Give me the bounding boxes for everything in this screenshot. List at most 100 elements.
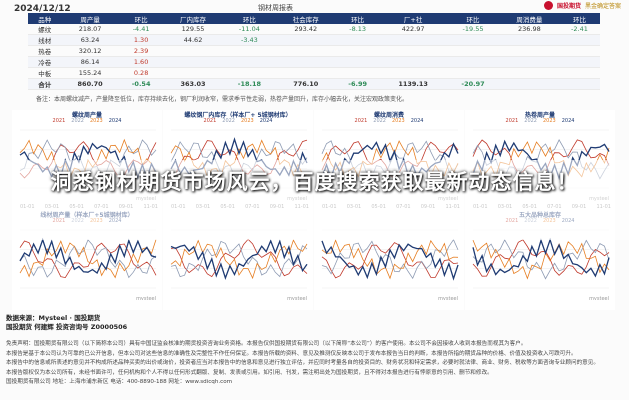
chart-title: 螺纹周消费 — [373, 112, 404, 119]
table-cell — [335, 67, 381, 79]
chart-legend: 2021 2022 2023 2024 — [314, 118, 464, 124]
table-cell: 1139.13 — [380, 78, 447, 90]
table-cell — [558, 45, 600, 57]
brand-logo-icon — [543, 1, 553, 10]
legend-entry: 2021 — [52, 118, 66, 124]
series-line — [321, 238, 459, 280]
chart-title: 热卷周产量 — [524, 112, 555, 119]
chart-legend: 2021 2022 2023 2024 — [163, 118, 313, 124]
table-cell — [222, 45, 277, 57]
disclaimer-line: 免责声明：国投期货有限公司（以下简称本公司）具有中国证监会核准的期货投资咨询业务… — [6, 341, 527, 347]
table-cell: -0.54 — [118, 78, 164, 90]
table-cell: 1.30 — [118, 34, 164, 46]
table-cell: 合计 — [28, 78, 62, 90]
series-line — [170, 238, 308, 278]
table-row: 冷卷 86.14 1.60 — [28, 56, 600, 68]
legend-entry: 2024 — [259, 118, 273, 124]
table-cell — [276, 56, 336, 68]
chart-plot — [472, 229, 610, 289]
source-line: 数据来源：Mysteel · 国投期货 — [6, 314, 101, 322]
disclaimer-line: 国投期货有限公司 地址：上海市浦东新区 电话：400-8890-188 网址：w… — [6, 379, 233, 385]
series-line — [472, 237, 610, 278]
chart-title: 螺纹周产量 — [71, 112, 102, 119]
series-line — [321, 240, 459, 281]
legend-entry: 2022 — [71, 118, 84, 124]
disclaimer: 免责声明：国投期货有限公司（以下简称本公司）具有中国证监会核准的期货投资咨询业务… — [6, 340, 622, 388]
series-line — [472, 239, 610, 280]
table-cell: 中板 — [28, 67, 62, 79]
brand: 国投期货 黑金确定答案 — [501, 0, 621, 11]
table-row: 热卷 320.12 2.39 — [28, 45, 600, 57]
table-cell: -20.97 — [446, 78, 500, 90]
table-row: 螺纹 218.07 -4.41 129.55 -11.04 293.42 -8.13 422.… — [28, 24, 600, 35]
legend-entry: 2024 — [410, 118, 424, 124]
table-cell — [380, 45, 447, 57]
table-cell: -18.18 — [222, 78, 277, 90]
table-cell — [335, 56, 381, 68]
column-header: 环比 — [446, 13, 500, 24]
legend-entry: 2023 — [543, 118, 556, 124]
table-cell — [163, 67, 223, 79]
series-line — [170, 239, 308, 280]
table-cell — [380, 56, 447, 68]
table-cell: -11.04 — [222, 24, 277, 35]
legend-entry: 2024 — [561, 118, 575, 124]
summary-table: 品种 周产量 环比 厂内库存 环比 社会库存 环比 厂+社 环比 周消费量 环比 螺纹 218.07-… — [28, 13, 600, 90]
table-cell — [276, 34, 336, 46]
table-cell — [380, 34, 447, 46]
table-cell: 422.97 — [380, 24, 447, 35]
legend-entry: 2022 — [373, 118, 386, 124]
line-chart — [314, 300, 464, 310]
table-cell — [163, 56, 223, 68]
table-cell: -2.41 — [558, 24, 600, 35]
legend-entry: 2022 — [524, 118, 537, 124]
table-cell — [380, 67, 447, 79]
table-cell — [335, 34, 381, 46]
chart-watermark: mysteel — [589, 296, 609, 302]
table-cell: 0.28 — [118, 67, 164, 79]
summary-note: 备注：本周螺纹减产，产量降至低位，库存持续去化，钢厂利润收窄，需求季节性走弱，热… — [36, 96, 409, 103]
line-chart — [163, 300, 313, 310]
column-header: 厂内库存 — [163, 13, 223, 24]
table-cell: 热卷 — [28, 45, 62, 57]
headline-text: 洞悉钢材期货市场风云，百度搜索获取最新动态信息！ — [50, 170, 579, 194]
column-header: 环比 — [222, 13, 277, 24]
table-cell — [499, 34, 559, 46]
legend-entry: 2023 — [392, 118, 405, 124]
table-row: 合计 860.70 -0.54 363.03 -18.18 776.10 -6.99 1139… — [28, 78, 600, 90]
line-chart — [12, 300, 162, 310]
table-cell — [446, 56, 500, 68]
table-cell: 129.55 — [163, 24, 223, 35]
chart-title: 螺纹钢厂内库存（样本厂+ 5城钢材库） — [184, 112, 292, 119]
table-cell: -19.55 — [446, 24, 500, 35]
table-cell: 线材 — [28, 34, 62, 46]
chart-watermark: mysteel — [136, 296, 156, 302]
column-header: 环比 — [118, 13, 164, 24]
table-cell — [499, 67, 559, 79]
legend-entry: 2021 — [505, 118, 519, 124]
column-header: 品种 — [28, 13, 62, 24]
table-cell: 冷卷 — [28, 56, 62, 68]
report-title: 钢材周报表 — [258, 4, 293, 12]
table-cell: 155.24 — [61, 67, 119, 79]
table-cell: 776.10 — [276, 78, 336, 90]
column-header: 周消费量 — [499, 13, 559, 24]
table-cell: 363.03 — [163, 78, 223, 90]
series-line — [321, 242, 459, 279]
legend-entry: 2021 — [203, 118, 217, 124]
legend-entry: 2021 — [354, 118, 368, 124]
table-cell — [222, 56, 277, 68]
legend-entry: 2024 — [108, 118, 122, 124]
series-line — [321, 239, 459, 280]
table-cell — [558, 67, 600, 79]
table-cell: -6.99 — [335, 78, 381, 90]
table-header-row: 品种 周产量 环比 厂内库存 环比 社会库存 环比 厂+社 环比 周消费量 环比 — [28, 13, 600, 24]
table-cell: -3.43 — [222, 34, 277, 46]
table-cell: 44.62 — [163, 34, 223, 46]
table-cell: 218.07 — [61, 24, 119, 35]
report-date: 2024/12/12 — [14, 4, 71, 14]
legend-entry: 2022 — [222, 118, 235, 124]
table-cell — [558, 34, 600, 46]
column-header: 周产量 — [61, 13, 119, 24]
